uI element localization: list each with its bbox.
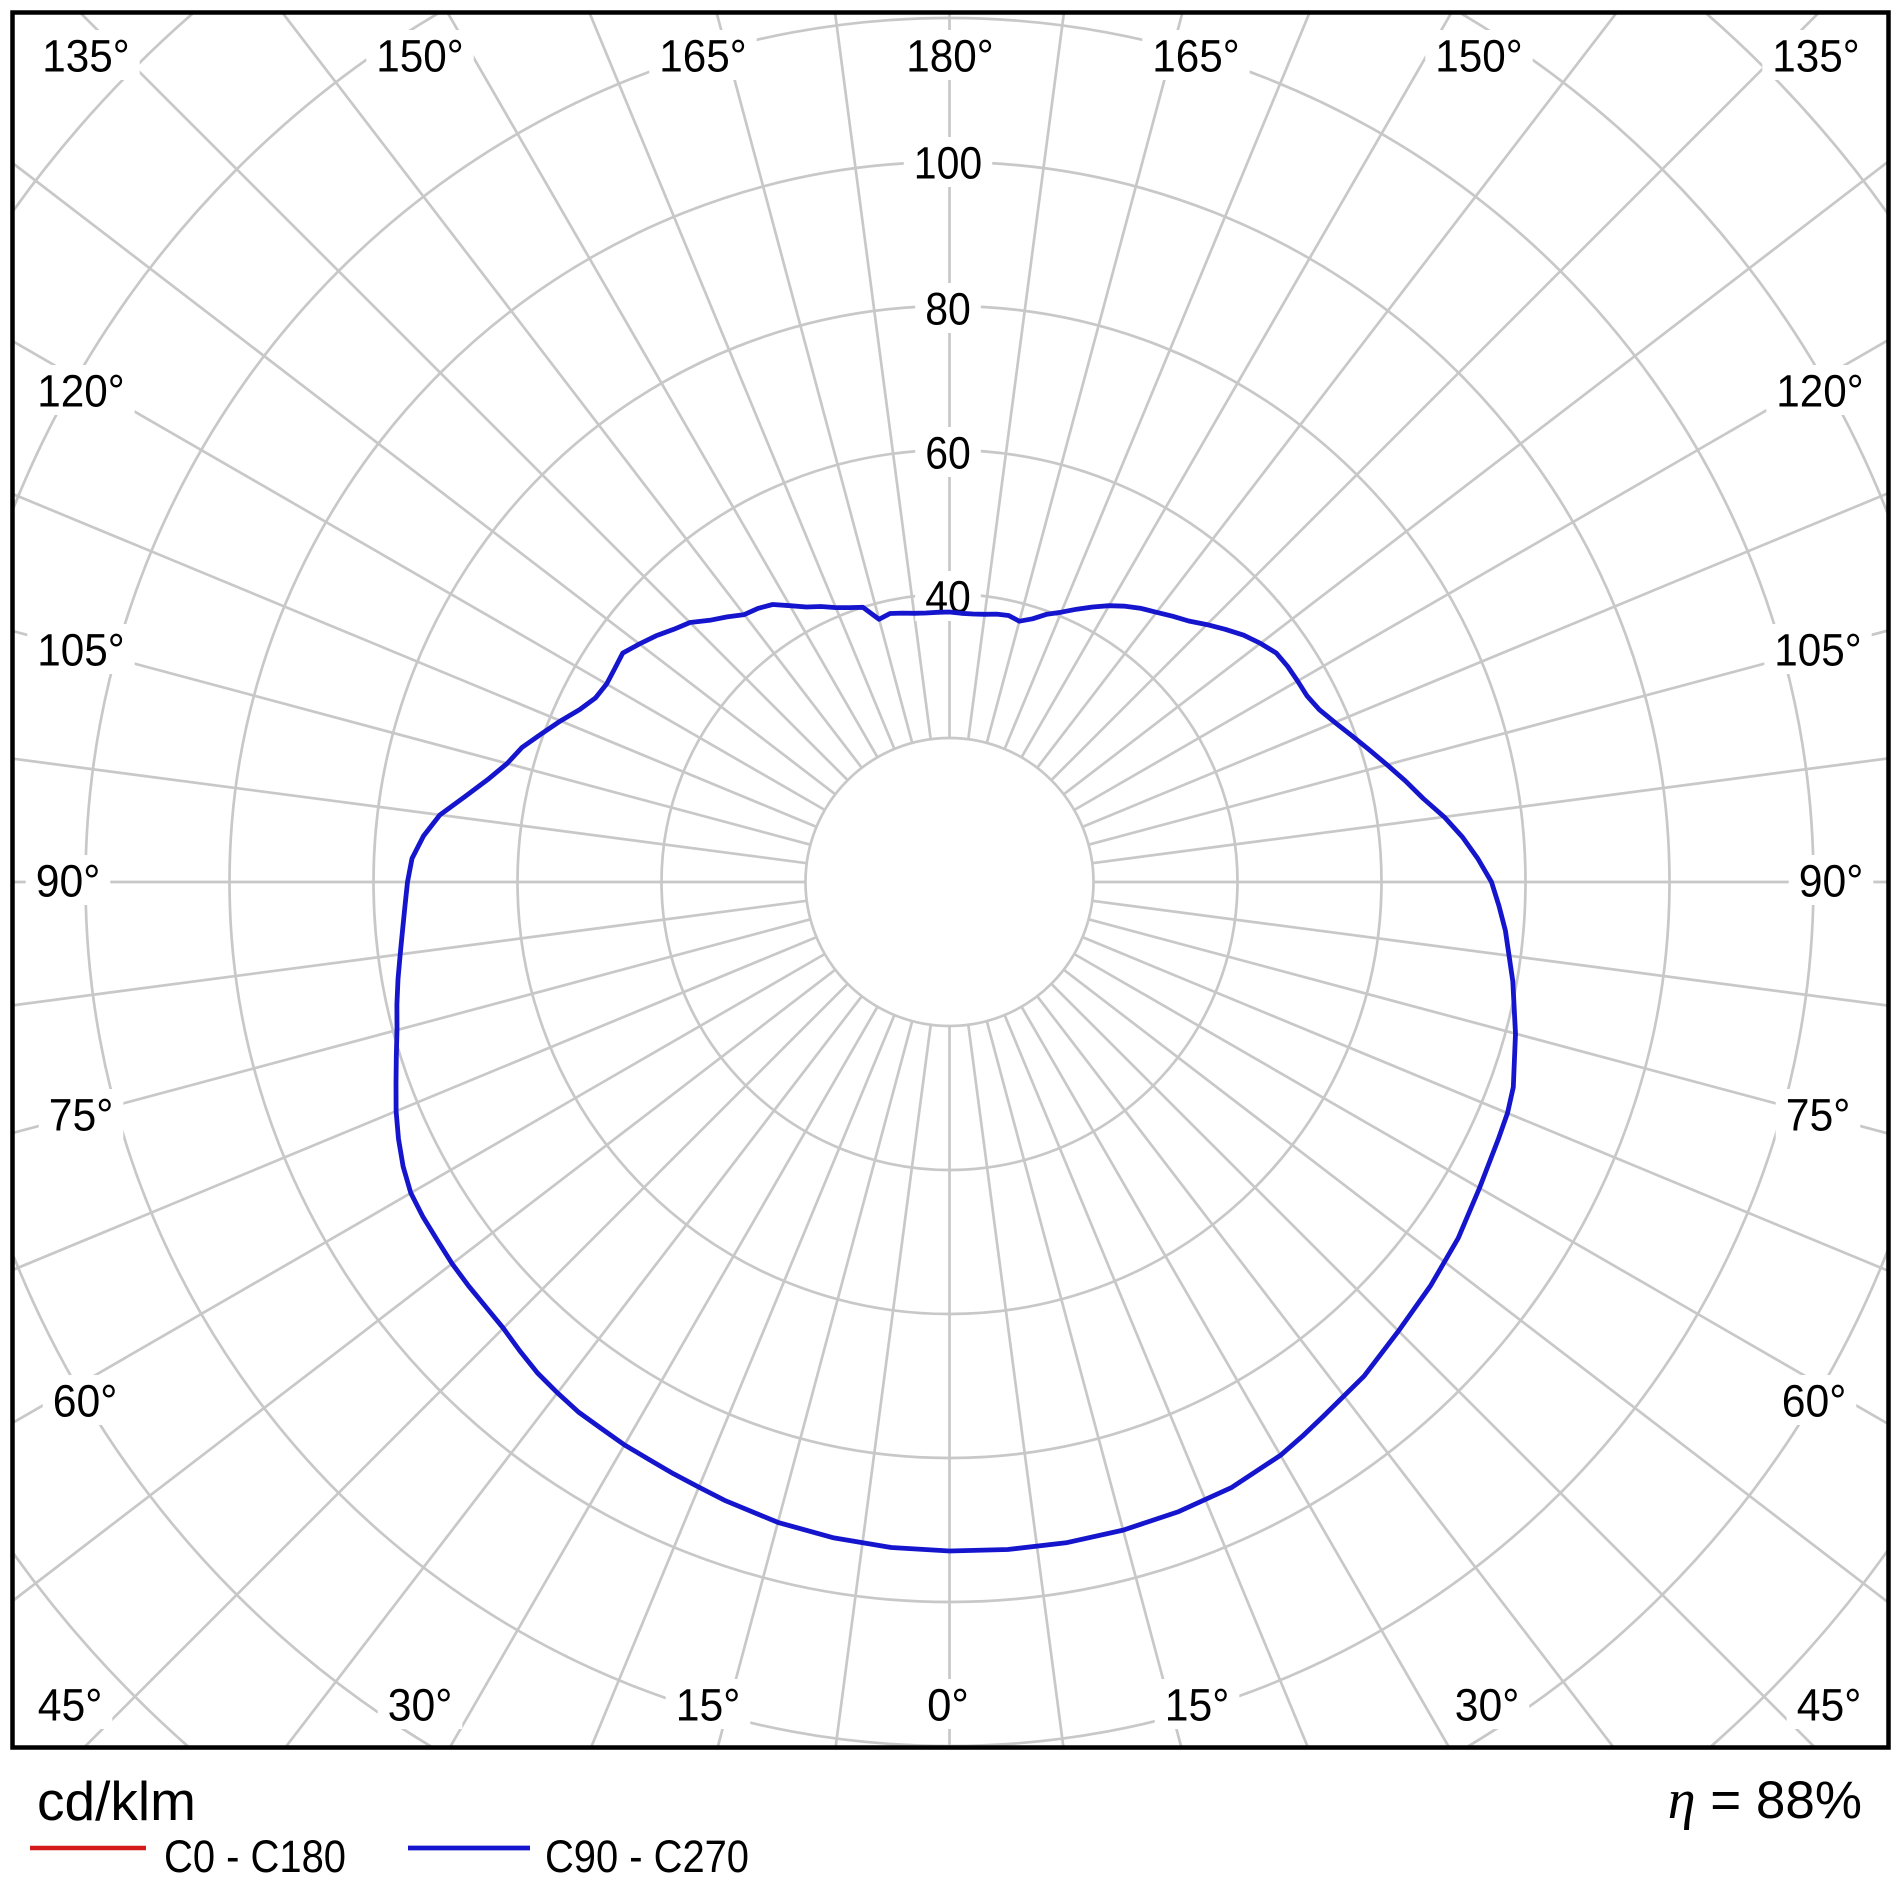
svg-text:165°: 165° xyxy=(1152,30,1239,81)
svg-text:75°: 75° xyxy=(1786,1089,1851,1140)
svg-text:75°: 75° xyxy=(49,1089,114,1140)
svg-text:C0 - C180: C0 - C180 xyxy=(164,1831,346,1882)
svg-text:120°: 120° xyxy=(1776,365,1863,416)
svg-text:60°: 60° xyxy=(1782,1375,1847,1426)
svg-text:30°: 30° xyxy=(388,1679,453,1730)
svg-text:135°: 135° xyxy=(42,30,129,81)
svg-text:45°: 45° xyxy=(1797,1679,1862,1730)
svg-text:105°: 105° xyxy=(37,624,124,675)
svg-text:135°: 135° xyxy=(1772,30,1859,81)
svg-text:45°: 45° xyxy=(38,1679,103,1730)
svg-text:120°: 120° xyxy=(37,365,124,416)
svg-text:C90 - C270: C90 - C270 xyxy=(545,1831,749,1882)
svg-text:15°: 15° xyxy=(1165,1679,1230,1730)
svg-text:30°: 30° xyxy=(1455,1679,1520,1730)
svg-text:15°: 15° xyxy=(676,1679,741,1730)
svg-text:150°: 150° xyxy=(1435,30,1522,81)
svg-text:105°: 105° xyxy=(1774,624,1861,675)
svg-text:165°: 165° xyxy=(659,30,746,81)
svg-text:90°: 90° xyxy=(1799,855,1864,906)
svg-text:80: 80 xyxy=(925,283,971,334)
svg-text:0°: 0° xyxy=(927,1679,969,1730)
svg-text:60°: 60° xyxy=(53,1375,118,1426)
svg-text:100: 100 xyxy=(914,137,982,188)
svg-text:90°: 90° xyxy=(36,855,101,906)
svg-text:150°: 150° xyxy=(376,30,463,81)
svg-text:60: 60 xyxy=(925,427,971,478)
svg-text:cd/klm: cd/klm xyxy=(37,1770,196,1832)
svg-text:η = 88%: η = 88% xyxy=(1668,1769,1862,1831)
svg-text:180°: 180° xyxy=(906,30,993,81)
